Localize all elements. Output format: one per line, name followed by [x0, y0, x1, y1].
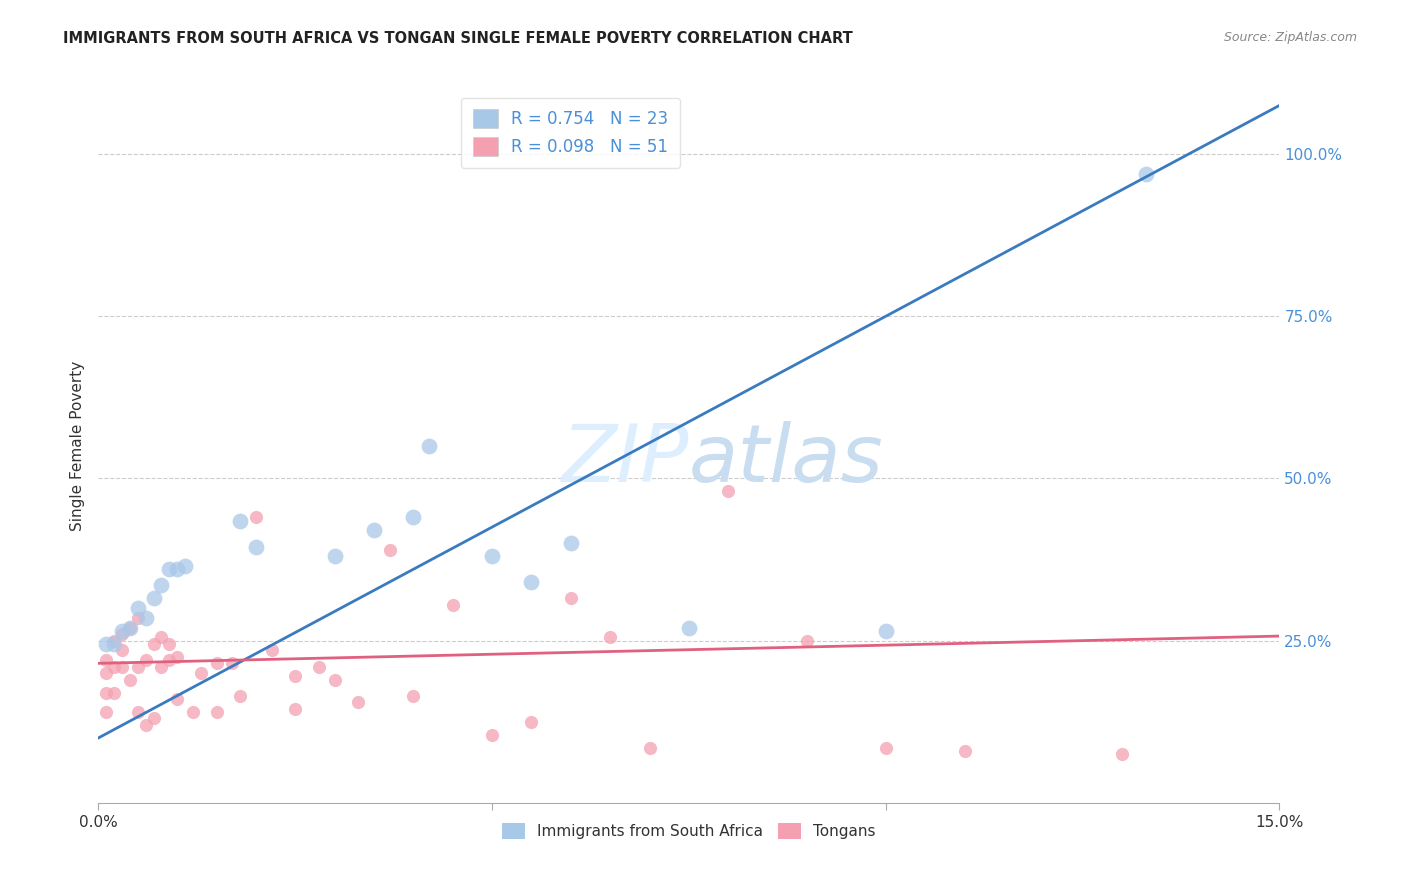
Point: [166, 562, 188, 576]
Point: [363, 524, 385, 538]
Point: [308, 659, 330, 673]
Point: [127, 659, 149, 673]
Point: [127, 705, 149, 719]
Point: [441, 598, 464, 612]
Point: [166, 692, 188, 706]
Point: [190, 666, 212, 681]
Point: [323, 673, 346, 687]
Point: [520, 714, 543, 729]
Point: [205, 705, 228, 719]
Point: [96, 685, 118, 699]
Point: [96, 653, 118, 667]
Y-axis label: Single Female Poverty: Single Female Poverty: [69, 361, 84, 531]
Point: [135, 653, 157, 667]
Point: [284, 669, 307, 683]
Text: atlas: atlas: [689, 421, 884, 500]
Point: [402, 689, 425, 703]
Point: [118, 621, 141, 635]
Point: [221, 657, 243, 671]
Point: [118, 621, 141, 635]
Point: [150, 578, 173, 592]
Point: [418, 439, 440, 453]
Point: [150, 659, 173, 673]
Legend: Immigrants from South Africa, Tongans: Immigrants from South Africa, Tongans: [496, 817, 882, 845]
Point: [875, 624, 897, 638]
Point: [150, 631, 173, 645]
Point: [111, 627, 134, 641]
Point: [378, 542, 401, 557]
Point: [953, 744, 976, 758]
Point: [103, 637, 125, 651]
Point: [157, 653, 180, 667]
Point: [717, 484, 740, 499]
Point: [142, 591, 165, 606]
Text: Source: ZipAtlas.com: Source: ZipAtlas.com: [1223, 31, 1357, 45]
Text: ZIP: ZIP: [561, 421, 689, 500]
Point: [135, 718, 157, 732]
Point: [481, 549, 503, 564]
Point: [1111, 747, 1133, 761]
Point: [142, 711, 165, 725]
Point: [245, 540, 267, 554]
Point: [127, 611, 149, 625]
Text: IMMIGRANTS FROM SOUTH AFRICA VS TONGAN SINGLE FEMALE POVERTY CORRELATION CHART: IMMIGRANTS FROM SOUTH AFRICA VS TONGAN S…: [63, 31, 853, 46]
Point: [103, 633, 125, 648]
Point: [96, 705, 118, 719]
Point: [96, 666, 118, 681]
Point: [157, 562, 180, 576]
Point: [157, 637, 180, 651]
Point: [205, 657, 228, 671]
Point: [103, 659, 125, 673]
Point: [229, 514, 252, 528]
Point: [118, 673, 141, 687]
Point: [111, 643, 134, 657]
Point: [142, 637, 165, 651]
Point: [402, 510, 425, 524]
Point: [796, 633, 818, 648]
Point: [875, 740, 897, 755]
Point: [103, 685, 125, 699]
Point: [245, 510, 267, 524]
Point: [347, 695, 370, 709]
Point: [229, 689, 252, 703]
Point: [481, 728, 503, 742]
Point: [166, 649, 188, 664]
Point: [560, 591, 582, 606]
Point: [181, 705, 204, 719]
Point: [284, 702, 307, 716]
Point: [111, 659, 134, 673]
Point: [111, 624, 134, 638]
Point: [638, 740, 661, 755]
Point: [520, 575, 543, 590]
Point: [174, 559, 197, 574]
Point: [323, 549, 346, 564]
Point: [678, 621, 700, 635]
Point: [260, 643, 283, 657]
Point: [135, 611, 157, 625]
Point: [96, 637, 118, 651]
Point: [599, 631, 621, 645]
Point: [560, 536, 582, 550]
Point: [127, 601, 149, 615]
Point: [1135, 167, 1157, 181]
